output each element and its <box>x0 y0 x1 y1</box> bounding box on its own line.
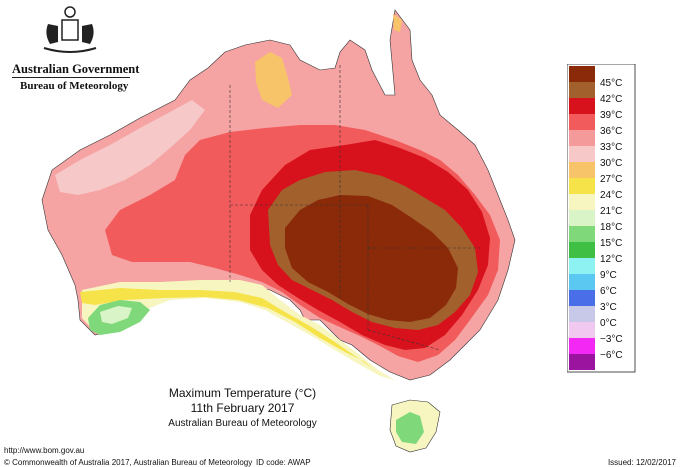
legend-label: 39°C <box>600 110 622 121</box>
legend-label: 45°C <box>600 78 622 89</box>
bureau-label: Bureau of Meteorology <box>20 80 129 92</box>
footer-issued: Issued: 12/02/2017 <box>607 458 676 467</box>
legend-label: 36°C <box>600 126 622 137</box>
temperature-legend: 45°C 42°C 39°C 36°C 33°C 30°C 27°C 24°C 21°C 18°C… <box>567 64 636 373</box>
legend-label: 33°C <box>600 142 622 153</box>
legend-label: 0°C <box>600 318 617 329</box>
south-west-light-zone <box>100 306 132 324</box>
coat-of-arms-logo <box>43 6 97 53</box>
legend-swatch <box>569 146 595 162</box>
legend-swatch <box>569 82 595 98</box>
legend-label: 9°C <box>600 270 617 281</box>
legend-swatch <box>569 274 595 290</box>
coastal-west-zone <box>55 100 205 195</box>
state-borders <box>229 65 480 351</box>
kimberley-orange-zone <box>255 52 292 108</box>
legend-swatch <box>569 290 595 306</box>
legend-swatch <box>569 130 595 146</box>
legend-label: −6°C <box>600 350 623 361</box>
legend-label: 12°C <box>600 254 622 265</box>
legend-label: 6°C <box>600 286 617 297</box>
legend-label: −3°C <box>600 334 623 345</box>
legend-label: 18°C <box>600 222 622 233</box>
tasmania-cool-zone <box>396 412 424 444</box>
legend-swatch <box>569 226 595 242</box>
legend-swatch <box>569 66 595 82</box>
legend-swatch <box>569 306 595 322</box>
legend-swatch <box>569 210 595 226</box>
legend-label: 15°C <box>600 238 622 249</box>
map-title: Maximum Temperature (°C) <box>168 386 317 400</box>
map-caption: Maximum Temperature (°C) 11th February 2… <box>150 386 335 431</box>
legend-swatch <box>569 178 595 194</box>
legend-swatch <box>569 354 595 370</box>
footer-id-code: ID code: AWAP <box>256 458 311 467</box>
legend-label: 24°C <box>600 190 622 201</box>
legend-swatch <box>569 114 595 130</box>
legend-swatch <box>569 194 595 210</box>
legend-label: 30°C <box>600 158 622 169</box>
footer-url[interactable]: http://www.bom.gov.au <box>4 446 85 455</box>
legend-swatch <box>569 242 595 258</box>
hot-45-zone <box>285 195 458 322</box>
legend-swatch <box>569 322 595 338</box>
footer-copyright: © Commonwealth of Australia 2017, Austra… <box>4 458 253 467</box>
legend-swatch <box>569 162 595 178</box>
map-date: 11th February 2017 <box>190 401 295 415</box>
legend-swatch <box>569 258 595 274</box>
legend-swatch <box>569 98 595 114</box>
map-source: Australian Bureau of Meteorology <box>168 418 317 429</box>
header-divider <box>12 77 130 78</box>
legend-swatch <box>569 338 595 354</box>
legend-label: 3°C <box>600 302 617 313</box>
cape-orange-zone <box>393 14 402 32</box>
legend-label: 21°C <box>600 206 622 217</box>
south-yellow-zone <box>80 288 372 368</box>
government-label: Australian Government <box>12 62 140 76</box>
legend-label: 27°C <box>600 174 622 185</box>
legend-label: 42°C <box>600 94 622 105</box>
